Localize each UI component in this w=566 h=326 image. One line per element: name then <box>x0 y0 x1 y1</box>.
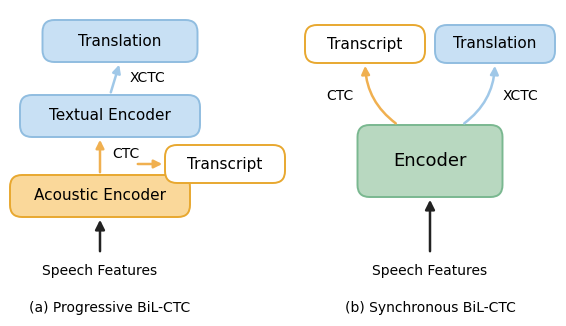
Text: Speech Features: Speech Features <box>42 264 157 278</box>
FancyBboxPatch shape <box>42 20 198 62</box>
Text: (b) Synchronous BiL-CTC: (b) Synchronous BiL-CTC <box>345 301 516 315</box>
Text: Translation: Translation <box>78 34 162 49</box>
FancyBboxPatch shape <box>358 125 503 197</box>
Text: Translation: Translation <box>453 37 537 52</box>
Text: Textual Encoder: Textual Encoder <box>49 109 171 124</box>
FancyBboxPatch shape <box>165 145 285 183</box>
Text: Speech Features: Speech Features <box>372 264 487 278</box>
FancyBboxPatch shape <box>305 25 425 63</box>
Text: CTC: CTC <box>327 89 354 103</box>
Text: Encoder: Encoder <box>393 152 467 170</box>
Text: Acoustic Encoder: Acoustic Encoder <box>34 188 166 203</box>
Text: CTC: CTC <box>112 147 139 161</box>
Text: XCTC: XCTC <box>130 71 166 85</box>
Text: Transcript: Transcript <box>327 37 402 52</box>
Text: XCTC: XCTC <box>502 89 538 103</box>
FancyBboxPatch shape <box>20 95 200 137</box>
FancyBboxPatch shape <box>10 175 190 217</box>
Text: (a) Progressive BiL-CTC: (a) Progressive BiL-CTC <box>29 301 191 315</box>
FancyBboxPatch shape <box>435 25 555 63</box>
Text: Transcript: Transcript <box>187 156 263 171</box>
